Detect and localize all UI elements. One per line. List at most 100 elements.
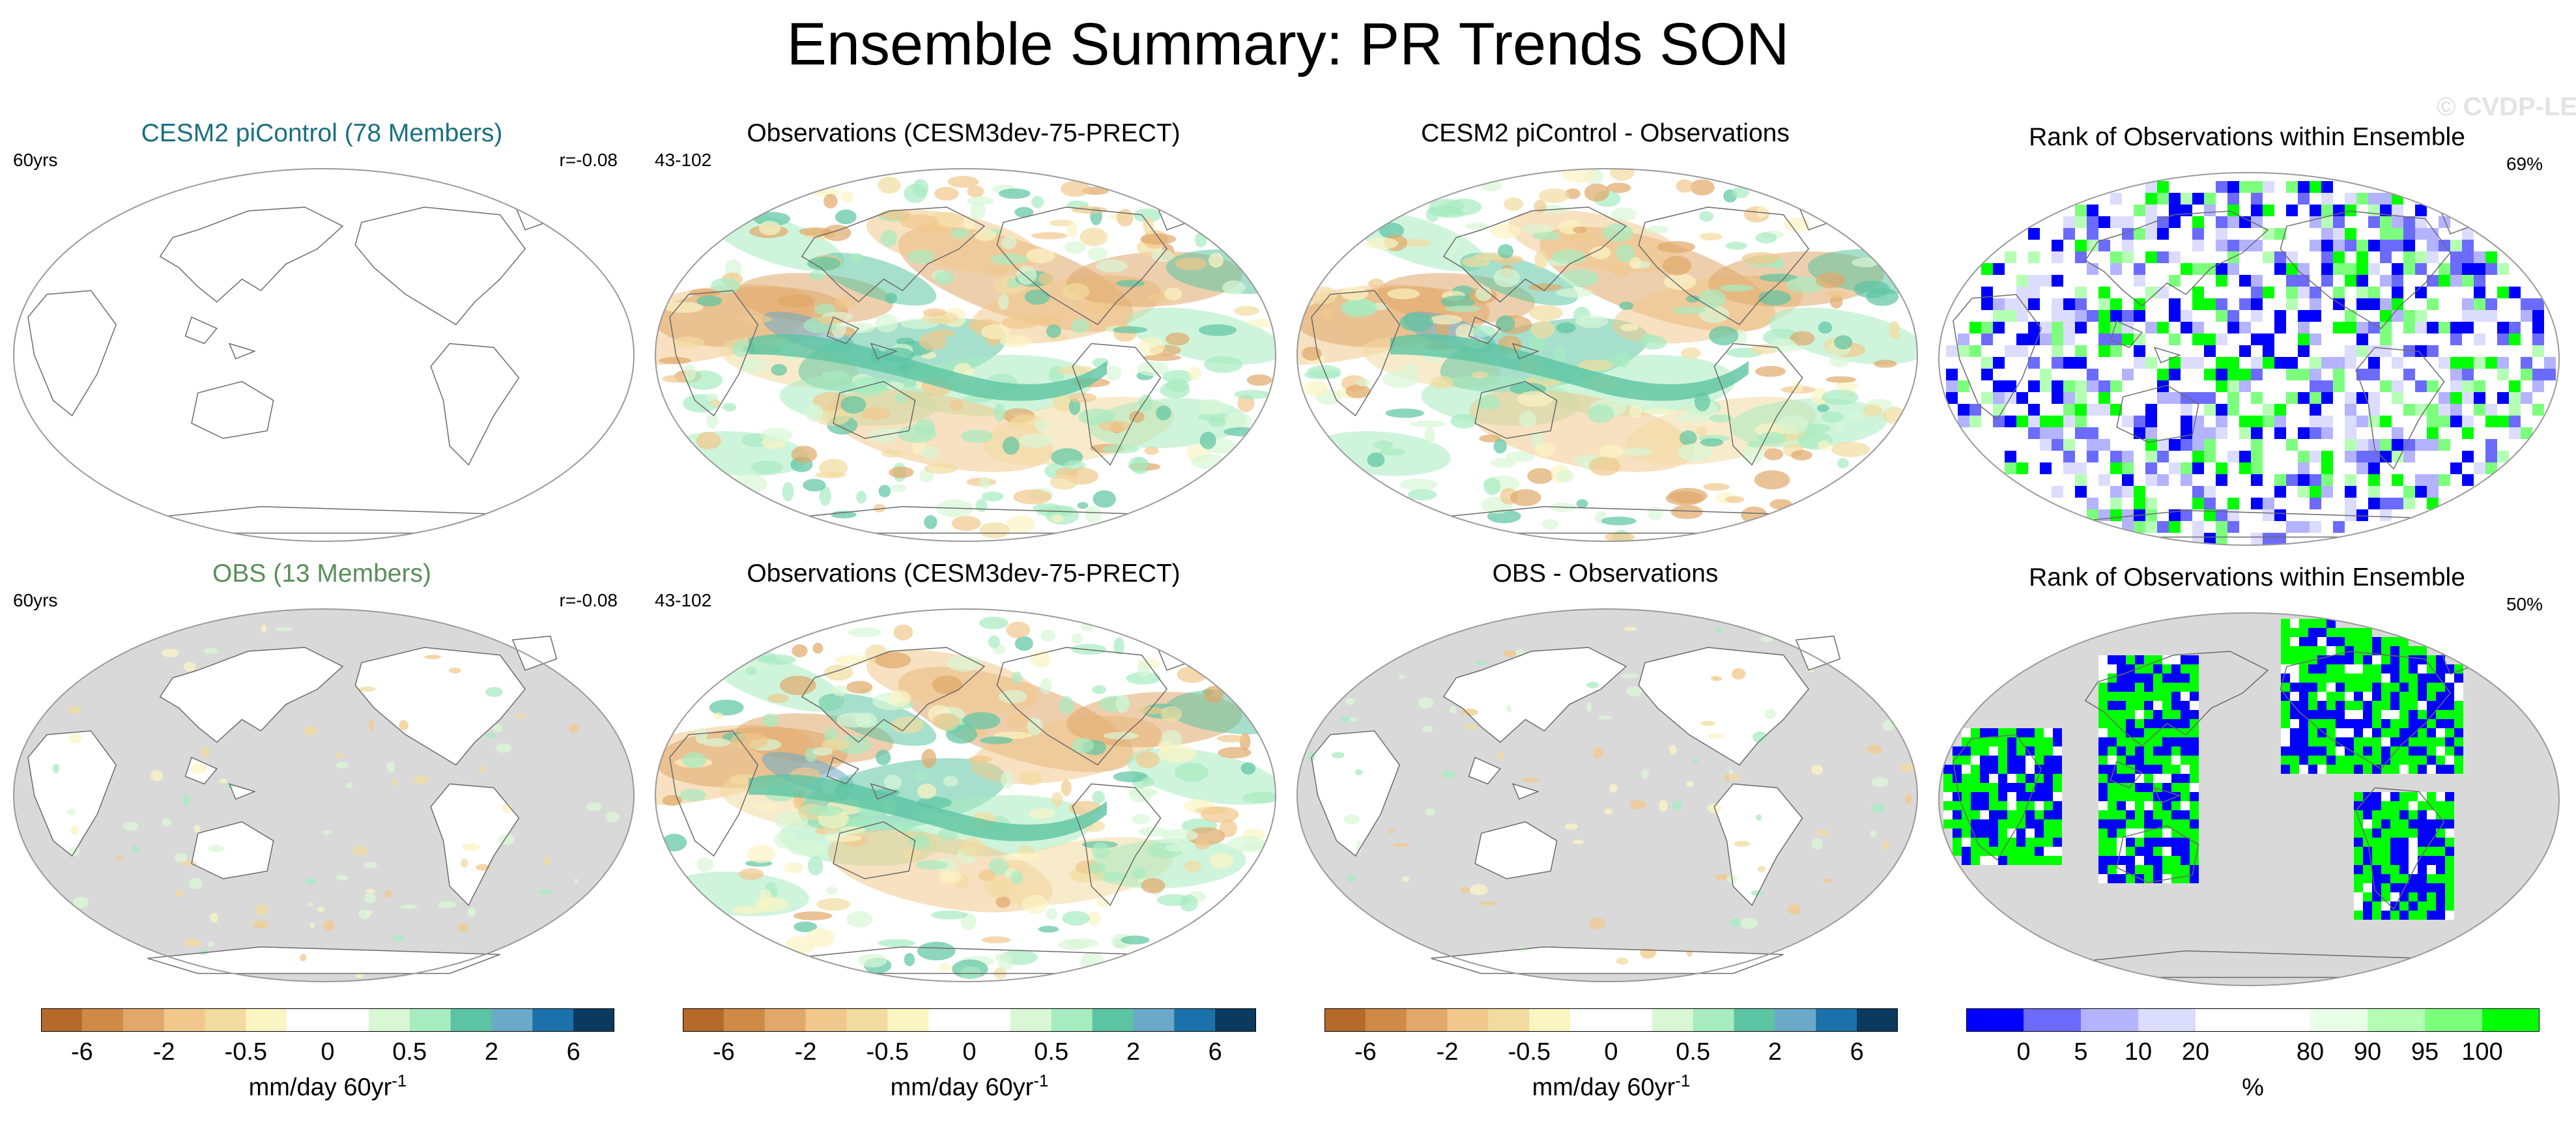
trend-cell <box>903 846 921 862</box>
trend-cell <box>1616 351 1630 368</box>
rank-cell <box>2356 462 2368 474</box>
trend-cell <box>751 460 784 474</box>
trend-cell <box>975 499 988 513</box>
rank-cell <box>2399 856 2409 865</box>
rank-cell <box>2474 251 2485 263</box>
rank-cell <box>2005 310 2016 322</box>
rank-cell <box>2007 810 2016 819</box>
trend-cell <box>812 642 823 654</box>
rank-cell <box>2497 333 2509 345</box>
colorbar-swatch <box>81 1008 124 1032</box>
rank-cell <box>2409 719 2418 728</box>
rank-cell <box>2356 287 2368 298</box>
trend-cell <box>961 429 993 444</box>
rank-cell <box>2251 193 2263 205</box>
rank-cell <box>2134 357 2145 369</box>
rank-cell <box>2390 874 2399 883</box>
rank-cell <box>2040 380 2052 392</box>
rank-cell <box>2445 874 2454 883</box>
rank-cell <box>2345 451 2356 462</box>
rank-cell <box>2299 646 2308 655</box>
rank-cell <box>1993 392 2005 404</box>
colorbar-tick: 100 <box>2461 1038 2503 1066</box>
rank-cell <box>2363 637 2372 646</box>
trend-cell <box>1628 406 1642 418</box>
rank-cell <box>2251 181 2263 193</box>
rank-cell <box>2372 819 2381 829</box>
rank-cell <box>2108 865 2117 874</box>
trend-cell <box>1010 870 1023 885</box>
trend-cell <box>1700 720 1716 726</box>
map-rank-2 <box>1938 612 2560 986</box>
rank-cell <box>2263 404 2274 416</box>
tropical-trend-band <box>1390 334 1749 401</box>
trend-cell <box>1754 470 1790 490</box>
rank-cell <box>2157 193 2169 205</box>
rank-cell <box>2474 287 2485 298</box>
trend-cell <box>1379 222 1405 239</box>
rank-cell <box>2372 801 2381 810</box>
rank-cell <box>2044 728 2053 737</box>
rank-cell <box>2427 427 2439 439</box>
colorbar-tick: -6 <box>712 1038 735 1066</box>
rank-cell <box>2310 333 2321 345</box>
trend-cell <box>1136 751 1160 769</box>
trend-cell <box>1368 278 1384 289</box>
rank-cell <box>2153 810 2162 819</box>
rank-cell <box>2098 728 2108 737</box>
rank-cell <box>2372 746 2381 756</box>
rank-cell <box>2162 655 2171 664</box>
land-australia <box>1475 821 1557 879</box>
trend-cell <box>1011 672 1023 684</box>
rank-cell <box>2117 819 2126 829</box>
colorbar-swatch <box>205 1008 246 1032</box>
rank-cell <box>2274 486 2286 498</box>
rank-cell <box>2427 719 2436 728</box>
rank-cell <box>2251 533 2263 545</box>
trend-cell <box>1441 770 1456 779</box>
trend-cell <box>1036 314 1062 325</box>
trend-cell <box>924 463 958 474</box>
trend-cell <box>1709 326 1739 346</box>
trend-cell <box>934 270 954 285</box>
rank-cell <box>2363 728 2372 737</box>
rank-cell <box>2381 801 2390 810</box>
rank-cell <box>2162 838 2171 847</box>
rank-cell <box>1962 801 1971 810</box>
trend-cell <box>962 712 1001 730</box>
rank-cell <box>2381 765 2390 774</box>
rank-cell <box>2521 369 2532 380</box>
rank-cell <box>2216 357 2227 369</box>
rank-cell <box>2108 683 2117 692</box>
rank-cell <box>2354 710 2363 719</box>
rank-cell <box>2135 728 2144 737</box>
rank-cell <box>2110 263 2122 275</box>
trend-cell <box>1755 814 1762 821</box>
rank-cell <box>2390 792 2399 801</box>
trend-cell <box>807 856 823 875</box>
rank-cell <box>2025 728 2035 737</box>
rank-cell <box>2016 310 2028 322</box>
trend-cell <box>1497 244 1514 259</box>
rank-cell <box>2418 801 2427 810</box>
trend-cell <box>1080 227 1108 246</box>
rank-cell <box>2044 801 2053 810</box>
rank-cell <box>2372 674 2381 683</box>
rank-cell <box>2509 427 2521 439</box>
rank-cell <box>2439 392 2450 404</box>
rank-cell <box>2108 728 2117 737</box>
rank-cell <box>2028 251 2040 263</box>
rank-cell <box>2153 719 2162 728</box>
trend-cell <box>1387 288 1420 300</box>
rank-cell <box>2110 345 2122 357</box>
rank-cell <box>2439 275 2450 287</box>
rank-cell <box>2108 810 2117 819</box>
rank-cell <box>2521 310 2532 322</box>
rank-cell <box>2310 298 2321 310</box>
trend-cell <box>917 783 937 799</box>
trend-cell <box>949 399 964 412</box>
rank-cell <box>2298 392 2310 404</box>
rank-cell <box>2363 737 2372 746</box>
rank-cell <box>2356 240 2368 251</box>
rank-cell <box>1998 810 2007 819</box>
